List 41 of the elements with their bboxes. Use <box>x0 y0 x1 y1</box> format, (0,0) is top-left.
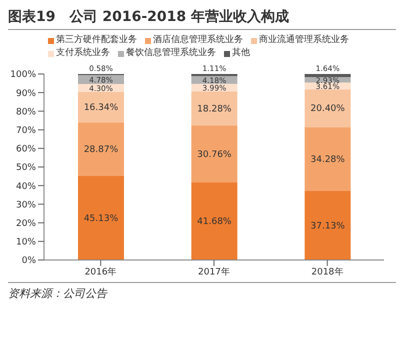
x-tick-label: 2016年 <box>84 266 117 278</box>
legend-label: 第三方硬件配套业务 <box>55 34 137 47</box>
bar <box>78 92 124 122</box>
chart-title: 图表19 公司 2016-2018 年营业收入构成 <box>8 8 396 30</box>
bar <box>78 176 124 260</box>
y-tick-label: 90% <box>16 88 36 99</box>
y-tick-label: 30% <box>16 200 36 210</box>
x-tick-label: 2017年 <box>198 266 230 278</box>
y-tick-label: 60% <box>16 144 36 155</box>
y-tick-label: 40% <box>16 182 36 192</box>
legend-label: 酒店信息管理系统业务 <box>152 34 243 47</box>
bar <box>191 182 238 260</box>
data-label: 28.87% <box>84 145 119 156</box>
bar <box>78 122 124 176</box>
y-tick-label: 10% <box>16 238 36 248</box>
bar <box>191 91 238 126</box>
legend-label: 餐饮信息管理系统业务 <box>125 47 216 60</box>
data-label: 20.40% <box>310 104 346 114</box>
y-tick-label: 0% <box>22 256 36 266</box>
x-tick-label: 2018年 <box>311 266 344 278</box>
y-tick-label: 70% <box>16 126 36 136</box>
data-label: 16.34% <box>84 103 119 114</box>
legend-label: 支付系统业务 <box>55 47 110 60</box>
data-label: 41.68% <box>197 217 232 228</box>
data-label: 34.28% <box>310 155 346 166</box>
bar <box>304 74 351 78</box>
data-label: 30.76% <box>197 150 232 160</box>
data-label: 37.13% <box>310 221 346 232</box>
y-tick-label: 20% <box>16 218 36 229</box>
bar <box>191 125 238 182</box>
data-label: 45.13% <box>84 214 119 224</box>
data-label: 18.28% <box>197 104 232 114</box>
y-tick-label: 100% <box>10 70 36 80</box>
legend-label: 商业流通管理系统业务 <box>258 34 349 47</box>
y-tick-label: 50% <box>16 163 36 174</box>
legend-label: 其他 <box>231 47 250 60</box>
y-tick-label: 80% <box>16 107 36 118</box>
bar <box>304 127 351 191</box>
bar <box>304 89 351 128</box>
bar <box>304 190 351 260</box>
text: 资料来源：公司公告 <box>8 282 396 301</box>
